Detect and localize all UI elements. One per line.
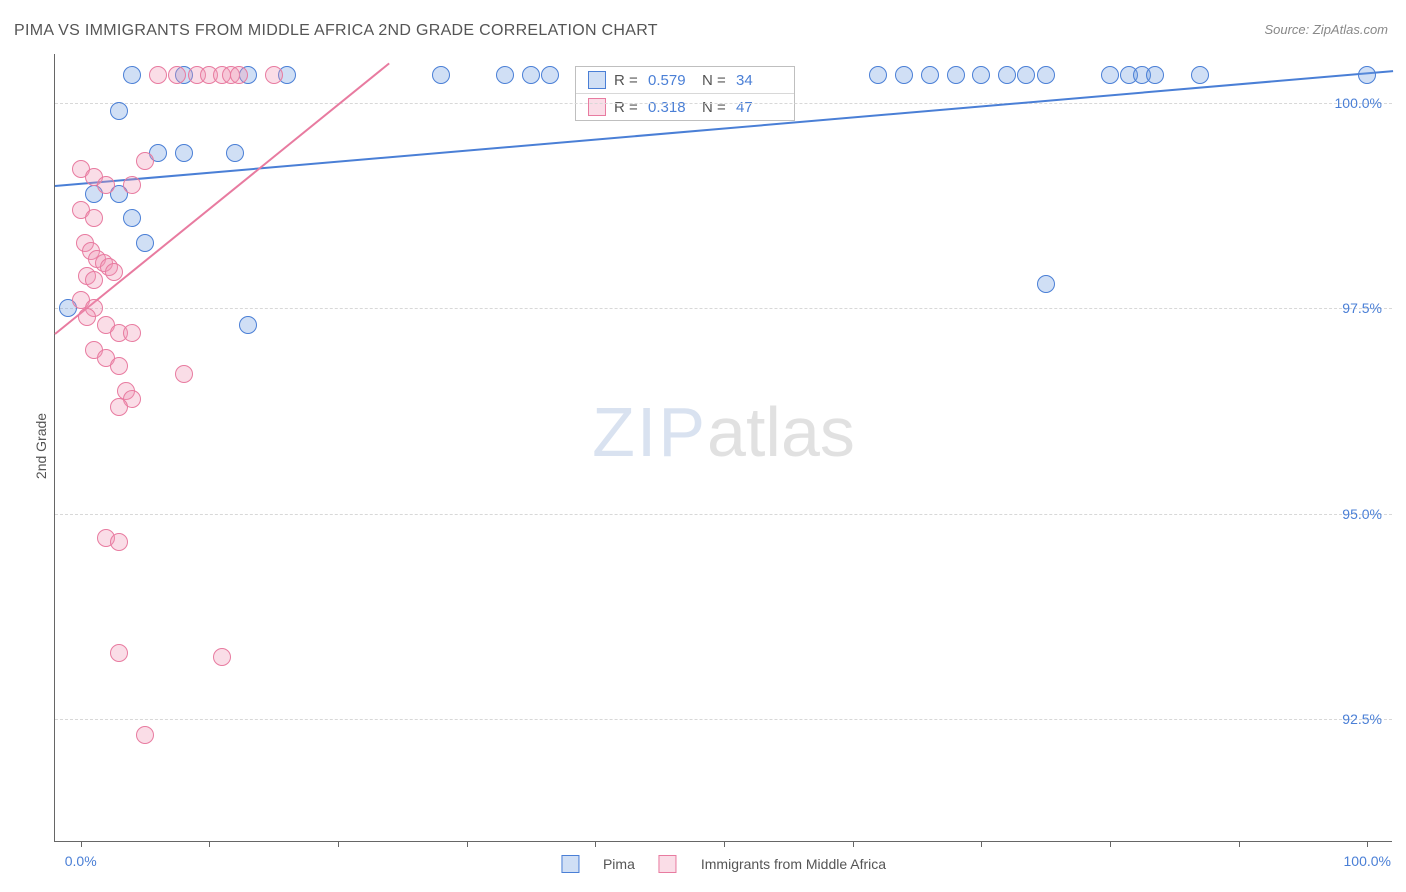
legend-swatch <box>561 855 579 873</box>
data-point <box>496 66 514 84</box>
data-point <box>1037 66 1055 84</box>
legend-label: Pima <box>603 856 635 872</box>
x-tick <box>209 841 210 847</box>
data-point <box>226 144 244 162</box>
data-point <box>175 144 193 162</box>
gridline <box>55 308 1392 309</box>
data-point <box>432 66 450 84</box>
x-tick-label: 100.0% <box>1344 853 1391 869</box>
data-point <box>123 176 141 194</box>
stats-row: R = 0.579 N = 34 <box>576 67 794 93</box>
watermark-part1: ZIP <box>592 393 707 471</box>
y-tick-label: 92.5% <box>1342 711 1382 727</box>
x-tick <box>981 841 982 847</box>
n-label: N = <box>702 99 728 116</box>
data-point <box>110 102 128 120</box>
data-point <box>230 66 248 84</box>
legend: Pima Immigrants from Middle Africa <box>561 855 886 873</box>
data-point <box>947 66 965 84</box>
x-tick <box>338 841 339 847</box>
plot-area: ZIPatlas R =0.579N =34R =0.318N =47 Pima… <box>54 54 1392 842</box>
x-tick <box>853 841 854 847</box>
n-value: 34 <box>736 72 782 89</box>
data-point <box>265 66 283 84</box>
x-tick <box>724 841 725 847</box>
y-tick-label: 97.5% <box>1342 300 1382 316</box>
data-point <box>1017 66 1035 84</box>
data-point <box>522 66 540 84</box>
data-point <box>175 365 193 383</box>
gridline <box>55 719 1392 720</box>
data-point <box>123 209 141 227</box>
x-tick <box>467 841 468 847</box>
x-tick <box>1367 841 1368 847</box>
n-value: 47 <box>736 99 782 116</box>
data-point <box>869 66 887 84</box>
data-point <box>998 66 1016 84</box>
data-point <box>136 726 154 744</box>
x-tick <box>595 841 596 847</box>
data-point <box>110 398 128 416</box>
data-point <box>972 66 990 84</box>
series-swatch <box>588 98 606 116</box>
source-attribution: Source: ZipAtlas.com <box>1264 22 1388 37</box>
data-point <box>1101 66 1119 84</box>
r-label: R = <box>614 99 640 116</box>
data-point <box>921 66 939 84</box>
chart-title: PIMA VS IMMIGRANTS FROM MIDDLE AFRICA 2N… <box>14 22 658 40</box>
data-point <box>105 263 123 281</box>
r-value: 0.579 <box>648 72 694 89</box>
x-tick-label: 0.0% <box>65 853 97 869</box>
data-point <box>1037 275 1055 293</box>
data-point <box>895 66 913 84</box>
data-point <box>136 234 154 252</box>
data-point <box>213 648 231 666</box>
watermark-part2: atlas <box>707 393 855 471</box>
data-point <box>85 209 103 227</box>
data-point <box>1358 66 1376 84</box>
r-value: 0.318 <box>648 99 694 116</box>
gridline <box>55 103 1392 104</box>
data-point <box>1191 66 1209 84</box>
x-tick <box>1110 841 1111 847</box>
data-point <box>78 308 96 326</box>
y-axis-label: 2nd Grade <box>33 413 49 479</box>
x-tick <box>1239 841 1240 847</box>
data-point <box>123 66 141 84</box>
data-point <box>97 176 115 194</box>
data-point <box>541 66 559 84</box>
legend-swatch <box>659 855 677 873</box>
chart-container: PIMA VS IMMIGRANTS FROM MIDDLE AFRICA 2N… <box>0 0 1406 892</box>
data-point <box>168 66 186 84</box>
gridline <box>55 514 1392 515</box>
data-point <box>110 357 128 375</box>
stats-row: R = 0.318 N = 47 <box>576 93 794 120</box>
data-point <box>123 324 141 342</box>
legend-label: Immigrants from Middle Africa <box>701 856 886 872</box>
y-tick-label: 100.0% <box>1335 95 1382 111</box>
x-tick <box>81 841 82 847</box>
series-swatch <box>588 71 606 89</box>
n-label: N = <box>702 72 728 89</box>
stats-box: R = 0.579 N = 34 R = 0.318 N = 47 <box>575 66 795 121</box>
watermark: ZIPatlas <box>592 392 855 472</box>
data-point <box>110 644 128 662</box>
y-tick-label: 95.0% <box>1342 506 1382 522</box>
data-point <box>1146 66 1164 84</box>
data-point <box>136 152 154 170</box>
data-point <box>85 271 103 289</box>
data-point <box>110 533 128 551</box>
data-point <box>239 316 257 334</box>
data-point <box>149 66 167 84</box>
r-label: R = <box>614 72 640 89</box>
